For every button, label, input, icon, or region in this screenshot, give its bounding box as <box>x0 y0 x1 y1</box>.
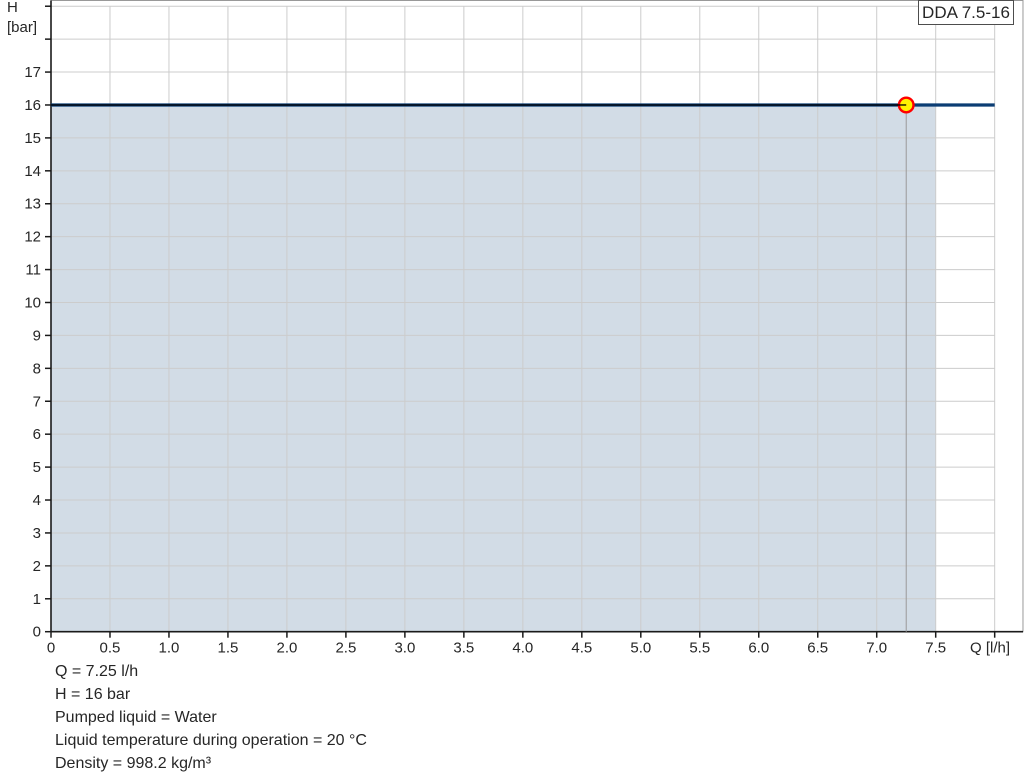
svg-text:17: 17 <box>24 64 41 81</box>
svg-text:5.0: 5.0 <box>630 640 651 657</box>
svg-text:9: 9 <box>33 327 41 344</box>
svg-text:2: 2 <box>33 558 41 575</box>
svg-text:2.0: 2.0 <box>276 640 297 657</box>
svg-text:4.5: 4.5 <box>571 640 592 657</box>
svg-text:0.5: 0.5 <box>100 640 121 657</box>
svg-text:16: 16 <box>24 97 41 114</box>
svg-text:10: 10 <box>24 295 41 312</box>
svg-text:6.5: 6.5 <box>807 640 828 657</box>
svg-text:3.5: 3.5 <box>453 640 474 657</box>
svg-text:1: 1 <box>33 591 41 608</box>
svg-text:4.0: 4.0 <box>512 640 533 657</box>
svg-text:12: 12 <box>24 229 41 246</box>
svg-text:14: 14 <box>24 163 41 180</box>
svg-text:H: H <box>7 0 18 16</box>
svg-text:7: 7 <box>33 393 41 410</box>
svg-text:3: 3 <box>33 525 41 542</box>
svg-text:6.0: 6.0 <box>748 640 769 657</box>
svg-text:13: 13 <box>24 196 41 213</box>
svg-text:15: 15 <box>24 130 41 147</box>
svg-text:0: 0 <box>47 640 55 657</box>
svg-text:3.0: 3.0 <box>394 640 415 657</box>
svg-text:1.0: 1.0 <box>159 640 180 657</box>
svg-text:4: 4 <box>33 492 41 509</box>
svg-text:8: 8 <box>33 360 41 377</box>
svg-text:[bar]: [bar] <box>7 19 37 36</box>
svg-text:5.5: 5.5 <box>689 640 710 657</box>
svg-text:1.5: 1.5 <box>218 640 239 657</box>
svg-text:7.5: 7.5 <box>925 640 946 657</box>
svg-text:Q [l/h]: Q [l/h] <box>970 640 1010 657</box>
svg-text:0: 0 <box>33 624 41 641</box>
svg-text:7.0: 7.0 <box>866 640 887 657</box>
svg-text:2.5: 2.5 <box>335 640 356 657</box>
svg-text:5: 5 <box>33 459 41 476</box>
svg-text:6: 6 <box>33 426 41 443</box>
svg-text:11: 11 <box>25 262 41 279</box>
